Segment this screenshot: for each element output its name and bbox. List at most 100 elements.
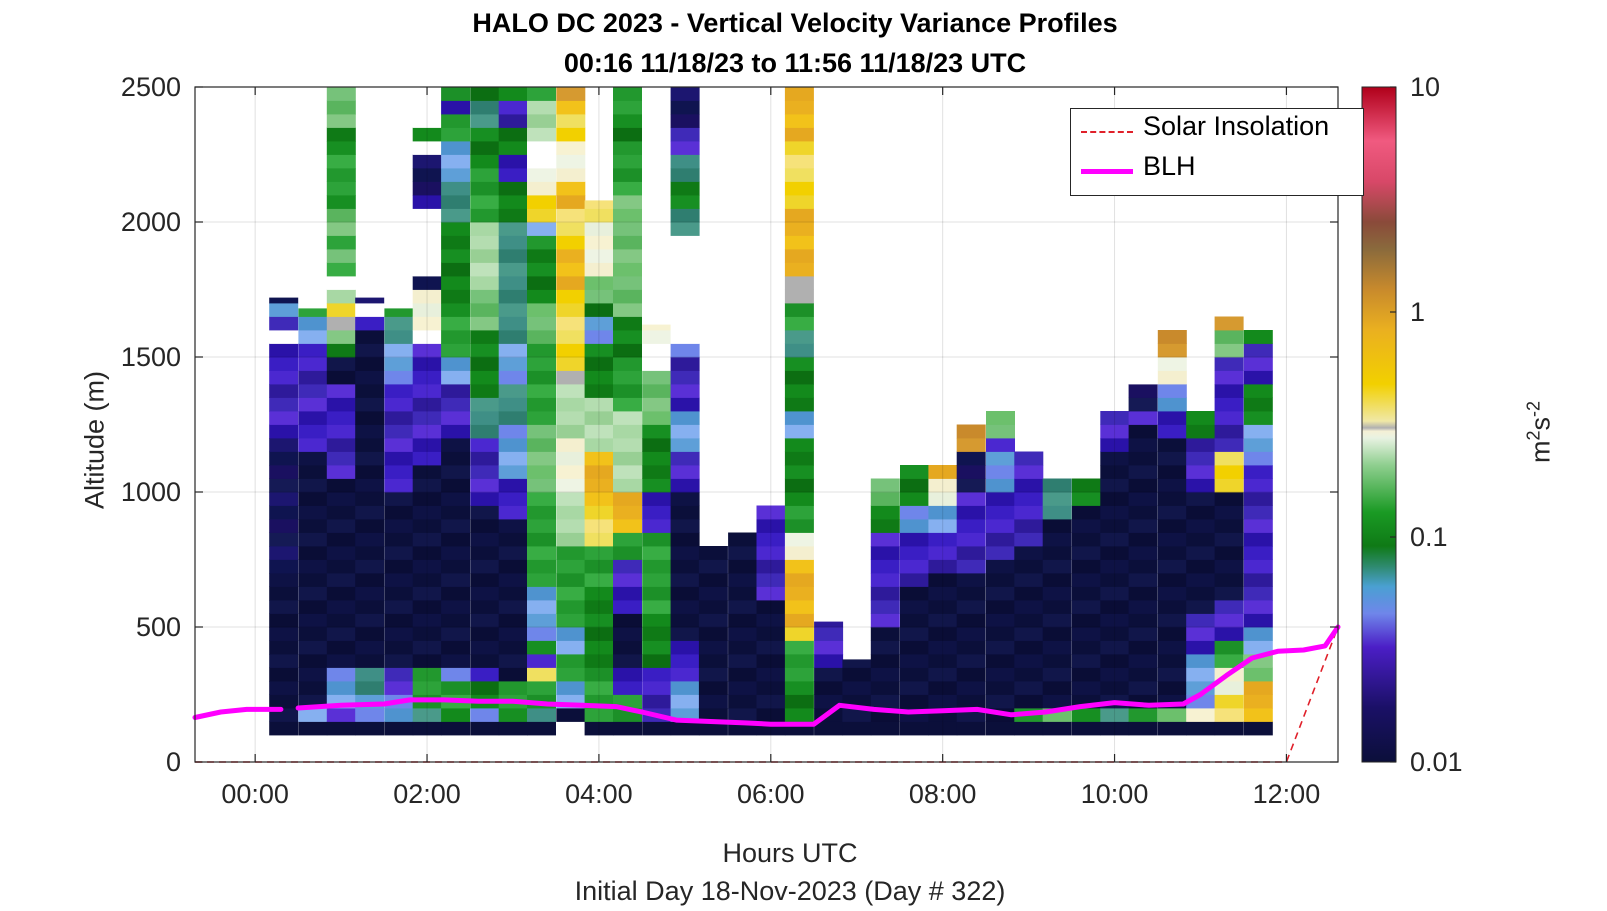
- heatmap-cell: [527, 613, 556, 628]
- heatmap-cell: [470, 262, 500, 277]
- heatmap-cell: [1100, 411, 1130, 425]
- heatmap-cell: [1157, 613, 1187, 628]
- heatmap-cell: [556, 411, 586, 425]
- heatmap-cell: [1157, 478, 1187, 493]
- heatmap-cell: [956, 654, 986, 668]
- heatmap-cell: [470, 370, 500, 385]
- heatmap-cell: [784, 357, 814, 371]
- heatmap-cell: [728, 681, 758, 695]
- heatmap-cell: [269, 600, 299, 614]
- heatmap-cell: [956, 492, 986, 506]
- heatmap-cell: [900, 465, 929, 479]
- heatmap-cell: [1186, 600, 1216, 614]
- heatmap-cell: [870, 627, 900, 641]
- heatmap-cell: [756, 559, 786, 574]
- heatmap-cell: [269, 411, 299, 425]
- heatmap-cell: [1128, 438, 1158, 452]
- heatmap-cell: [1214, 600, 1244, 614]
- heatmap-cell: [784, 451, 814, 466]
- heatmap-cell: [1243, 708, 1273, 722]
- heatmap-cell: [269, 370, 299, 385]
- heatmap-cell: [441, 114, 471, 128]
- x-tick-label: 06:00: [737, 779, 805, 809]
- heatmap-cell: [928, 586, 958, 601]
- heatmap-cell: [698, 721, 728, 736]
- heatmap-cell: [584, 681, 614, 695]
- heatmap-cell: [1243, 546, 1273, 560]
- heatmap-cell: [1243, 492, 1273, 506]
- heatmap-cell: [670, 154, 700, 169]
- heatmap-cell: [1128, 532, 1158, 547]
- heatmap-cell: [556, 195, 586, 209]
- heatmap-cell: [1214, 411, 1244, 425]
- heatmap-cell: [498, 154, 528, 169]
- heatmap-cell: [298, 721, 328, 736]
- heatmap-cell: [355, 721, 385, 736]
- heatmap-cell: [470, 559, 500, 574]
- heatmap-cell: [269, 316, 299, 331]
- heatmap-cell: [1186, 627, 1216, 641]
- heatmap-cell: [1243, 370, 1273, 385]
- heatmap-cell: [1100, 667, 1130, 682]
- heatmap-cell: [498, 505, 528, 520]
- heatmap-cell: [412, 640, 442, 655]
- heatmap-cell: [326, 627, 356, 641]
- heatmap-cell: [470, 397, 500, 412]
- heatmap-cell: [1186, 465, 1216, 479]
- heatmap-cell: [1100, 438, 1130, 452]
- heatmap-cell: [556, 465, 586, 479]
- heatmap-cell: [441, 640, 471, 655]
- heatmap-cell: [1214, 330, 1244, 344]
- heatmap-cell: [670, 505, 700, 520]
- heatmap-cell: [986, 424, 1015, 439]
- heatmap-cell: [1214, 708, 1244, 722]
- heatmap-cell: [1186, 573, 1216, 587]
- heatmap-cell: [1186, 654, 1216, 668]
- heatmap-cell: [1157, 519, 1187, 533]
- heatmap-cell: [269, 397, 299, 412]
- heatmap-cell: [814, 721, 844, 736]
- heatmap-cell: [784, 667, 814, 682]
- heatmap-cell: [441, 411, 471, 425]
- heatmap-cell: [900, 559, 929, 574]
- heatmap-cell: [1128, 573, 1158, 587]
- heatmap-cell: [956, 505, 986, 520]
- heatmap-cell: [642, 559, 672, 574]
- heatmap-cell: [384, 573, 414, 587]
- heatmap-cell: [1186, 708, 1216, 722]
- heatmap-cell: [1100, 478, 1130, 493]
- heatmap-cell: [698, 640, 728, 655]
- heatmap-cell: [556, 249, 586, 263]
- heatmap-cell: [1243, 681, 1273, 695]
- heatmap-cell: [412, 235, 442, 250]
- heatmap-cell: [1100, 708, 1130, 722]
- heatmap-cell: [384, 532, 414, 547]
- heatmap-cell: [784, 289, 814, 304]
- heatmap-cell: [269, 559, 299, 574]
- heatmap-cell: [269, 721, 299, 736]
- heatmap-cell: [613, 600, 642, 614]
- heatmap-cell: [756, 627, 786, 641]
- heatmap-cell: [1186, 532, 1216, 547]
- heatmap-cell: [584, 600, 614, 614]
- heatmap-cell: [1157, 357, 1187, 371]
- heatmap-cell: [326, 613, 356, 628]
- heatmap-cell: [670, 492, 700, 506]
- heatmap-cell: [355, 613, 385, 628]
- heatmap-cell: [1157, 667, 1187, 682]
- heatmap-cell: [441, 370, 471, 385]
- heatmap-cell: [784, 681, 814, 695]
- heatmap-cell: [900, 681, 929, 695]
- heatmap-cell: [355, 519, 385, 533]
- heatmap-cell: [670, 559, 700, 574]
- heatmap-cell: [784, 141, 814, 155]
- heatmap-cell: [556, 208, 586, 223]
- heatmap-cell: [670, 100, 700, 115]
- heatmap-cell: [326, 154, 356, 169]
- heatmap-cell: [613, 141, 642, 155]
- heatmap-cell: [527, 708, 556, 722]
- heatmap-cell: [326, 586, 356, 601]
- heatmap-cell: [412, 276, 442, 290]
- heatmap-cell: [498, 397, 528, 412]
- heatmap-cell: [784, 343, 814, 358]
